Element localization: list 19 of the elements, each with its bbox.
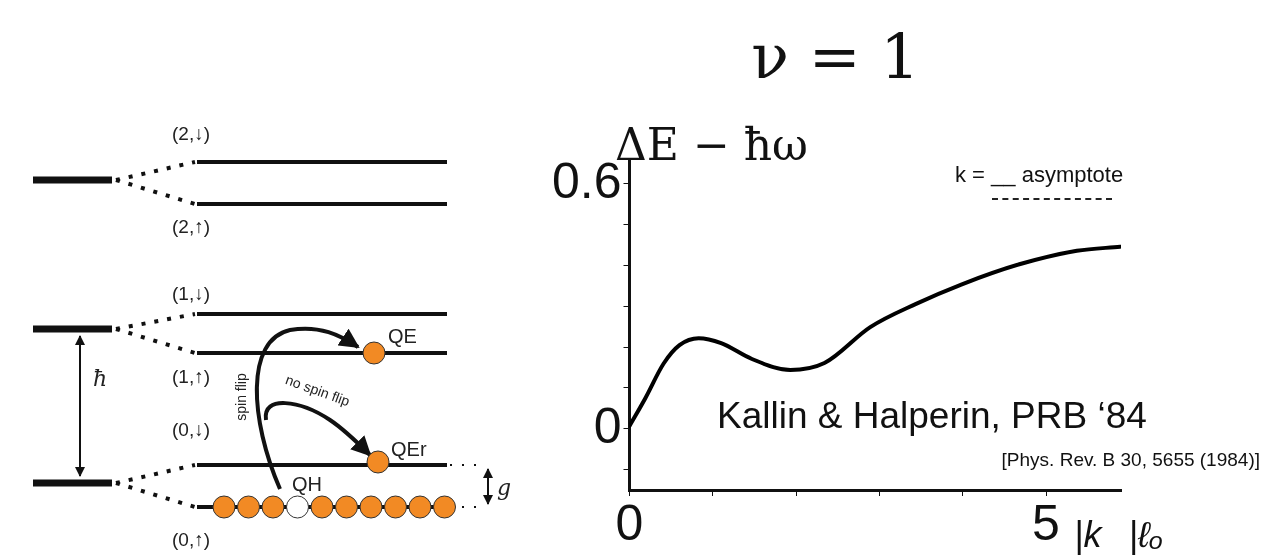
- text: ħ: [92, 366, 108, 391]
- text: (2,↓): [172, 123, 210, 144]
- text: no spin flip: [283, 371, 353, 410]
- text: (2,↑): [172, 216, 210, 237]
- x-tick-label: 5: [1032, 494, 1060, 551]
- text: g: [497, 475, 512, 500]
- text: (0,↑): [172, 529, 210, 550]
- text: spin flip: [233, 373, 249, 421]
- text: (1,↑): [172, 366, 210, 387]
- x-axis-title: |k⃗|ℓₒ: [1074, 514, 1164, 555]
- text: QEr: [391, 438, 427, 460]
- annotation: Kallin & Halperin, PRB ‘84: [717, 395, 1147, 436]
- text: (1,↓): [172, 283, 210, 304]
- annotation: [Phys. Rev. B 30, 5655 (1984)]: [1001, 449, 1260, 470]
- text: QH: [292, 473, 322, 495]
- annotation: k = __ asymptote: [955, 162, 1124, 187]
- text: QE: [388, 325, 417, 347]
- text: (0,↓): [172, 419, 210, 440]
- chart-title: ν = 1: [751, 20, 920, 94]
